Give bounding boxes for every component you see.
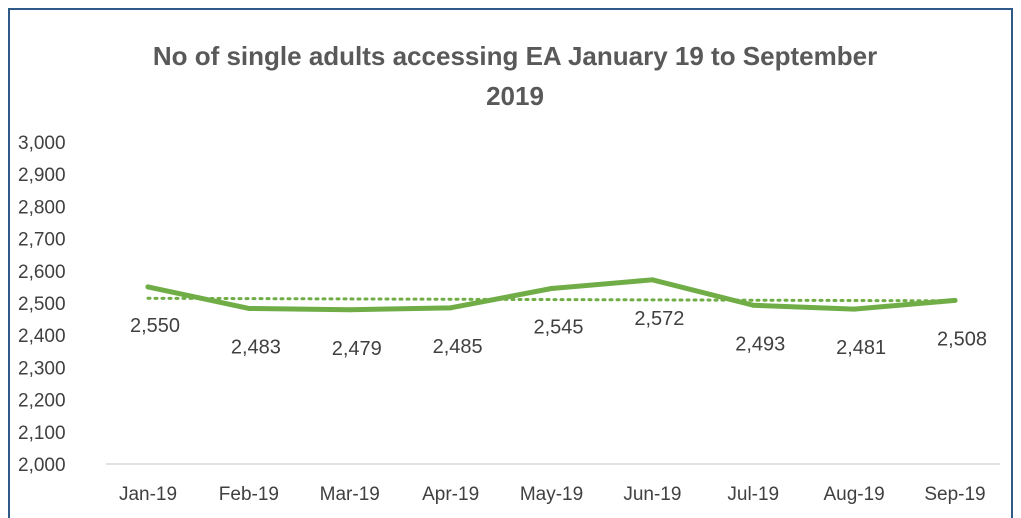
data-label: 2,483 [231, 336, 281, 358]
x-tick-label: Jun-19 [623, 484, 681, 505]
x-tick-label: Sep-19 [924, 484, 985, 505]
y-tick-label: 2,200 [18, 391, 66, 412]
data-label: 2,550 [130, 315, 180, 337]
data-label: 2,481 [836, 337, 886, 359]
data-label: 2,485 [433, 336, 483, 358]
data-label: 2,572 [634, 308, 684, 330]
chart-title-line-1: No of single adults accessing EA January… [152, 41, 878, 71]
x-tick-label: May-19 [520, 484, 583, 505]
y-tick-label: 3,000 [18, 133, 66, 154]
y-tick-label: 2,600 [18, 262, 66, 283]
y-tick-label: 2,300 [18, 358, 66, 379]
data-label: 2,545 [533, 317, 583, 339]
trendline [146, 296, 957, 303]
chart-title: No of single adults accessing EA January… [20, 36, 1010, 116]
y-tick-label: 2,100 [18, 423, 66, 444]
data-point [952, 297, 958, 303]
data-point [750, 302, 756, 308]
y-tick-label: 2,000 [18, 455, 66, 476]
y-tick-label: 2,700 [18, 230, 66, 251]
data-label: 2,493 [735, 333, 785, 355]
x-tick-label: Jul-19 [727, 484, 779, 505]
y-tick-label: 2,500 [18, 294, 66, 315]
data-point [851, 306, 857, 312]
x-tick-label: Jan-19 [119, 484, 177, 505]
data-point [448, 305, 454, 311]
chart-frame [8, 8, 1013, 518]
data-point [347, 307, 353, 313]
y-tick-label: 2,900 [18, 165, 66, 186]
x-tick-label: Feb-19 [219, 484, 279, 505]
data-point [649, 277, 655, 283]
chart-title-line-2: 2019 [486, 81, 544, 111]
data-point [246, 305, 252, 311]
data-point [145, 284, 151, 290]
y-tick-label: 2,800 [18, 197, 66, 218]
series-line [145, 277, 958, 313]
data-label: 2,508 [937, 328, 987, 350]
x-tick-label: Mar-19 [320, 484, 380, 505]
x-tick-label: Aug-19 [823, 484, 884, 505]
data-point [549, 286, 554, 292]
y-tick-label: 2,400 [18, 326, 66, 347]
x-tick-label: Apr-19 [422, 484, 479, 505]
data-label: 2,479 [332, 338, 382, 360]
